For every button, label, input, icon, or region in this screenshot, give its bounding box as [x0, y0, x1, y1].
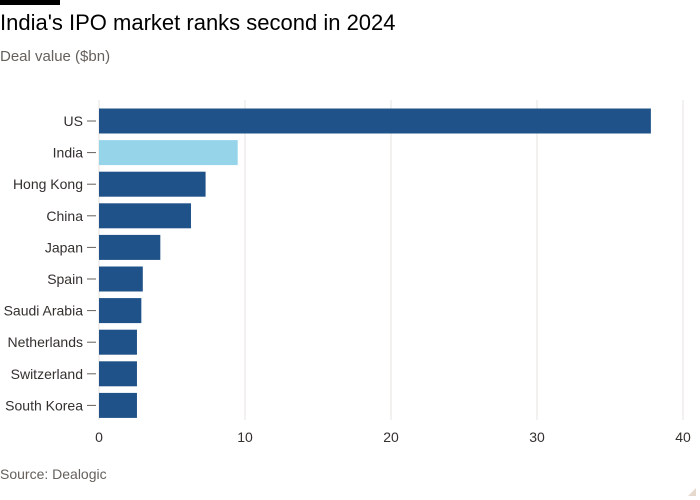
corner-mark	[688, 488, 696, 496]
bar-chart: US India Hong Kong China Japan Spain Saudi Ara…	[4, 100, 691, 445]
category-label-us: US	[64, 113, 83, 129]
category-label-switzerland: Switzerland	[11, 366, 83, 382]
category-label-japan: Japan	[45, 239, 83, 255]
chart-title: India's IPO market ranks second in 2024	[0, 10, 396, 35]
bar-india	[99, 140, 238, 166]
category-label-netherlands: Netherlands	[8, 334, 84, 350]
chart-subtitle: Deal value ($bn)	[0, 48, 111, 65]
category-label-india: India	[53, 145, 84, 161]
x-tick-label-30: 30	[529, 429, 545, 445]
x-tick-label-10: 10	[237, 429, 253, 445]
bar-netherlands	[99, 329, 137, 355]
bar-saudi-arabia	[99, 298, 142, 324]
x-tick-label-0: 0	[95, 429, 103, 445]
source-note: Source: Dealogic	[0, 466, 107, 482]
x-tick-label-20: 20	[383, 429, 399, 445]
bar-china	[99, 203, 191, 229]
x-tick-label-40: 40	[675, 429, 691, 445]
category-label-hong-kong: Hong Kong	[13, 176, 83, 192]
bar-us	[99, 108, 651, 134]
category-label-spain: Spain	[47, 271, 83, 287]
category-label-china: China	[46, 208, 83, 224]
bar-spain	[99, 266, 143, 292]
brand-top-rule	[0, 0, 60, 5]
category-label-south-korea: South Korea	[5, 397, 83, 413]
bar-south-korea	[99, 392, 137, 418]
bar-japan	[99, 234, 161, 260]
category-labels: US India Hong Kong China Japan Spain Saudi Ara…	[4, 113, 96, 413]
category-label-saudi-arabia: Saudi Arabia	[4, 303, 84, 319]
bar-switzerland	[99, 361, 137, 387]
bar-hong-kong	[99, 171, 206, 197]
bars	[99, 108, 651, 418]
x-axis-ticks: 0 10 20 30 40	[95, 429, 691, 445]
